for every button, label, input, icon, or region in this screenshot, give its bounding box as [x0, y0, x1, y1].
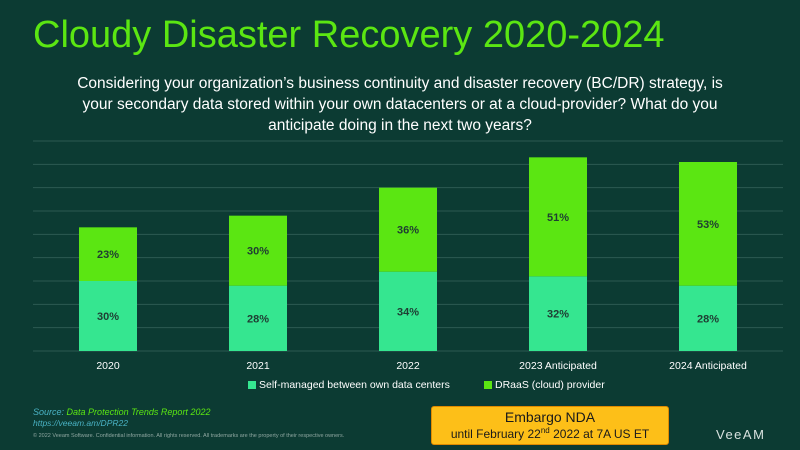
- embargo-title: Embargo NDA: [504, 409, 596, 425]
- legend-item-draas: DRaaS (cloud) provider: [484, 379, 605, 391]
- legend-swatch-self-managed: [248, 381, 256, 389]
- embargo-notice: Embargo NDA until February 22nd 2022 at …: [431, 406, 669, 445]
- data-label: 30%: [97, 311, 119, 323]
- data-label: 36%: [397, 225, 419, 237]
- data-label: 28%: [247, 313, 269, 325]
- bar-segment: [229, 285, 287, 351]
- x-tick-label: 2021: [246, 360, 270, 372]
- bar-segment: [529, 276, 587, 351]
- data-label: 32%: [547, 309, 569, 321]
- bar-segment: [79, 227, 137, 281]
- embargo-date-suffix: nd: [540, 426, 550, 435]
- chart-title: Cloudy Disaster Recovery 2020-2024: [33, 14, 665, 56]
- legend-swatch-draas: [484, 381, 492, 389]
- bar-segment: [79, 281, 137, 351]
- x-tick-label: 2020: [96, 360, 120, 372]
- data-label: 53%: [697, 219, 719, 231]
- embargo-date: until February 22nd 2022 at 7A US ET: [432, 426, 668, 442]
- embargo-date-rest: 2022 at 7A US ET: [549, 427, 650, 441]
- source-citation: Source: Data Protection Trends Report 20…: [33, 407, 210, 417]
- bar-segment: [679, 162, 737, 286]
- stacked-bar-chart: 30% 23% 2020 28% 30% 2021 34% 36% 2022 32% 51% 2023…: [33, 140, 783, 372]
- x-tick-label: 2024 Anticipated: [669, 360, 747, 372]
- copyright-notice: © 2022 Veeam Software. Confidential info…: [33, 433, 345, 439]
- source-prefix: Source:: [33, 407, 65, 417]
- embargo-date-prefix: until February 22: [450, 427, 541, 441]
- data-label: 28%: [697, 313, 719, 325]
- bar-segment: [379, 187, 437, 272]
- legend-label-draas: DRaaS (cloud) provider: [495, 379, 605, 391]
- source-report-title: Data Protection Trends Report 2022: [66, 407, 211, 417]
- legend-item-self-managed: Self-managed between own data centers: [248, 379, 450, 391]
- data-label: 51%: [547, 212, 569, 224]
- source-link[interactable]: https://veeam.am/DPR22: [33, 418, 128, 428]
- x-tick-label: 2023 Anticipated: [519, 360, 597, 372]
- bar-segment: [379, 271, 437, 351]
- data-label: 34%: [397, 306, 419, 318]
- veeam-logo: VeeAM: [716, 427, 766, 442]
- data-label: 23%: [97, 249, 119, 261]
- chart-subtitle: Considering your organization’s business…: [77, 75, 723, 134]
- bar-segment: [529, 157, 587, 277]
- bar-segment: [229, 215, 287, 286]
- x-tick-label: 2022: [396, 360, 420, 372]
- legend-label-self-managed: Self-managed between own data centers: [259, 379, 450, 391]
- bar-segment: [679, 285, 737, 351]
- data-label: 30%: [247, 246, 269, 258]
